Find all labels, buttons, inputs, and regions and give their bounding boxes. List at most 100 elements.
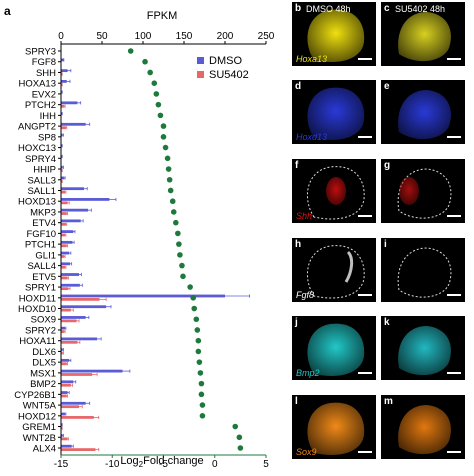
gene-label: Sox9 bbox=[296, 447, 317, 457]
panel-label: m bbox=[384, 396, 393, 407]
scale-bar bbox=[447, 58, 461, 60]
panel-label: d bbox=[295, 81, 302, 92]
category-label: HOXA11 bbox=[19, 336, 56, 347]
category-label: HOXD10 bbox=[18, 304, 56, 315]
category-label: HOXD11 bbox=[19, 293, 56, 304]
limb-bud-image bbox=[307, 323, 365, 376]
image-panel-d: d Hoxd13 bbox=[292, 80, 376, 144]
bar-su5402 bbox=[61, 104, 65, 108]
bar-su5402 bbox=[61, 126, 66, 130]
bar-dmso bbox=[61, 294, 225, 298]
bar-su5402 bbox=[61, 233, 66, 237]
bottom-axis-title: Log2Fold change bbox=[120, 455, 203, 469]
image-panel-j: j Bmp2 bbox=[292, 316, 376, 380]
image-panel-e: e bbox=[381, 80, 465, 144]
category-label: MKP3 bbox=[30, 207, 56, 218]
image-panel-m: m bbox=[381, 395, 465, 459]
panel-label: f bbox=[295, 160, 299, 171]
bar-dmso bbox=[61, 187, 84, 191]
legend-label: SU5402 bbox=[209, 69, 249, 81]
legend: DMSO SU5402 bbox=[197, 55, 249, 81]
fold-change-point bbox=[173, 219, 179, 226]
fold-change-point bbox=[198, 391, 205, 398]
bar-su5402 bbox=[61, 319, 77, 323]
gene-label: Bmp2 bbox=[296, 368, 320, 378]
fold-change-point bbox=[155, 101, 162, 108]
bar-dmso bbox=[61, 262, 71, 266]
category-label: SPRY2 bbox=[25, 325, 56, 336]
scale-bar bbox=[447, 451, 461, 453]
axis-title-rest: Fold change bbox=[143, 455, 204, 467]
limb-bud-image bbox=[398, 405, 451, 455]
top-axis-title: FPKM bbox=[147, 10, 178, 22]
bar-dmso bbox=[61, 283, 80, 287]
bar-su5402 bbox=[61, 330, 65, 333]
image-panel-g: g bbox=[381, 159, 465, 223]
gene-label: Hoxa13 bbox=[296, 54, 328, 64]
bar-dmso bbox=[61, 198, 110, 201]
gene-label: Shh bbox=[296, 211, 313, 221]
legend-label: DMSO bbox=[209, 55, 242, 67]
bar-dmso bbox=[61, 326, 66, 330]
scale-bar bbox=[358, 136, 372, 138]
limb-bud-image bbox=[306, 245, 365, 299]
image-panel-i: i bbox=[381, 238, 465, 302]
category-label: BMP2 bbox=[30, 379, 56, 390]
category-label: IHH bbox=[40, 111, 57, 122]
fold-change-point bbox=[142, 58, 148, 65]
bar-su5402 bbox=[61, 405, 80, 409]
bottom-tick-label: -5 bbox=[159, 459, 168, 470]
bar-su5402 bbox=[61, 287, 69, 291]
category-label: SP8 bbox=[38, 132, 56, 143]
bar-su5402 bbox=[61, 448, 96, 451]
bar-su5402 bbox=[61, 437, 68, 441]
category-label: SOX9 bbox=[31, 315, 56, 326]
category-label: SPRY4 bbox=[25, 154, 56, 165]
fold-change-point bbox=[197, 370, 204, 376]
fold-change-point bbox=[187, 284, 193, 290]
fold-change-point bbox=[179, 262, 185, 269]
limb-bud-image bbox=[397, 247, 452, 298]
fold-change-point bbox=[157, 112, 164, 119]
fold-change-point bbox=[190, 294, 197, 301]
bar-su5402 bbox=[61, 308, 71, 312]
category-label: GREM1 bbox=[22, 422, 56, 433]
bar-chart: a FPKM 0 50 100 150 200 250 -15 -10 -5 0 5 SPRY3F… bbox=[4, 4, 275, 470]
fold-change-point bbox=[169, 198, 176, 205]
fold-change-point bbox=[199, 402, 206, 408]
bar-su5402 bbox=[61, 394, 67, 398]
panel-label-a: a bbox=[4, 4, 11, 18]
category-label: SALL3 bbox=[27, 175, 56, 186]
bar-su5402 bbox=[61, 276, 68, 280]
bar-dmso bbox=[61, 101, 78, 105]
bottom-tick-label: -15 bbox=[54, 459, 69, 470]
category-label: SHH bbox=[36, 68, 56, 79]
limb-bud-image bbox=[306, 166, 365, 220]
top-axis: 0 50 100 150 200 250 bbox=[58, 31, 275, 44]
panel-label: c bbox=[384, 3, 390, 14]
bar-dmso bbox=[61, 369, 123, 373]
fold-change-point bbox=[147, 69, 153, 76]
fold-change-point bbox=[196, 359, 203, 365]
fold-change-point bbox=[167, 187, 174, 194]
axis-title-subscript: 2 bbox=[139, 460, 144, 469]
panel-label: i bbox=[384, 239, 387, 250]
limb-bud-image bbox=[398, 90, 451, 140]
category-label: PTCH2 bbox=[25, 100, 56, 111]
category-label: SALL4 bbox=[27, 261, 56, 272]
scale-bar bbox=[447, 215, 461, 217]
fold-change-point bbox=[237, 445, 244, 451]
category-label: SPRY1 bbox=[25, 283, 56, 294]
bar-dmso bbox=[61, 305, 107, 309]
bar-su5402 bbox=[61, 340, 78, 344]
panel-label: h bbox=[295, 239, 302, 250]
scale-bar bbox=[447, 294, 461, 296]
fold-change-point bbox=[180, 273, 186, 280]
fold-change-point bbox=[236, 434, 243, 441]
bars bbox=[61, 58, 251, 452]
legend-swatch bbox=[197, 57, 204, 64]
category-label: WNT2B bbox=[23, 433, 56, 444]
category-label: ALX4 bbox=[33, 444, 56, 455]
bar-su5402 bbox=[61, 212, 67, 215]
bar-su5402 bbox=[61, 297, 100, 301]
